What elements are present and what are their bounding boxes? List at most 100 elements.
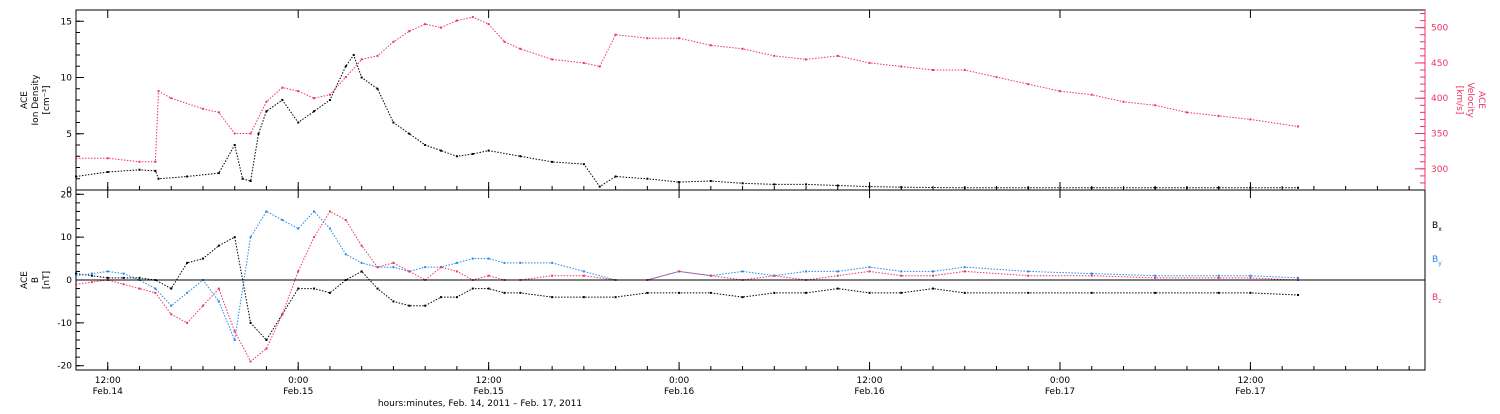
by-point [344, 253, 347, 256]
velocity-point [170, 97, 173, 100]
by-point [281, 219, 284, 221]
x-tick-time: 12:00 [95, 376, 121, 386]
velocity-point [900, 65, 903, 68]
velocity-point [75, 157, 77, 160]
bx-point [805, 291, 808, 294]
density-point [471, 153, 474, 155]
by-point [122, 272, 125, 275]
density-point [900, 186, 903, 189]
density-point [646, 177, 649, 180]
bx-point [376, 287, 379, 290]
density-point [344, 65, 347, 68]
density-point [1027, 186, 1030, 189]
velocity-series-line [76, 16, 1299, 163]
density-point [868, 185, 871, 188]
bx-point [233, 236, 236, 239]
bottom-ylabel: ACE B [nT] [20, 271, 52, 289]
x-tick-time: 0:00 [288, 376, 308, 386]
velocity-point [106, 157, 109, 160]
top-left-tick-label: 15 [61, 17, 72, 27]
bx-point [1090, 291, 1093, 294]
bx-point [392, 300, 395, 303]
velocity-point [709, 44, 712, 47]
velocity-point [551, 58, 554, 61]
bz-point [297, 270, 300, 273]
velocity-point [1058, 90, 1061, 93]
bx-point [1217, 291, 1220, 294]
by-point [75, 274, 77, 277]
bx-point [217, 244, 220, 247]
bz-point [328, 210, 331, 213]
bz-point [1217, 276, 1220, 279]
by-point [741, 270, 744, 273]
bx-point [440, 296, 443, 299]
bx-point [1249, 291, 1252, 294]
bz-point [154, 291, 157, 294]
velocity-point [201, 107, 204, 110]
top-left-tick-label: 10 [61, 74, 73, 84]
density-point [709, 180, 712, 182]
bz-point [709, 274, 712, 277]
by-point [1027, 270, 1030, 273]
by-point [424, 266, 427, 269]
bz-point [1154, 276, 1157, 279]
velocity-point [487, 23, 490, 26]
bz-point [122, 283, 125, 286]
bx-point [106, 276, 109, 279]
density-point [582, 163, 585, 166]
bz-point [281, 313, 284, 316]
bz-point [233, 330, 236, 333]
bz-point [408, 270, 411, 273]
by-point [186, 291, 189, 294]
velocity-point [519, 47, 522, 50]
density-point [741, 182, 744, 185]
x-tick-date: Feb.17 [1235, 387, 1265, 397]
density-point [360, 76, 363, 79]
by-point [805, 270, 808, 273]
density-point [106, 171, 109, 173]
velocity-point [424, 23, 427, 26]
top-panel-points [75, 16, 1300, 189]
bx-point [741, 296, 744, 299]
bz-point [932, 274, 935, 277]
bx-point [678, 291, 681, 294]
bx-point [313, 287, 316, 290]
bx-point [249, 321, 252, 324]
bx-point [963, 291, 966, 294]
x-tick-time: 0:00 [669, 376, 689, 386]
bx-point [328, 291, 331, 294]
bx-point [868, 291, 871, 294]
x-tick-date: Feb.14 [93, 387, 124, 397]
bx-point [646, 291, 649, 294]
by-point [868, 266, 871, 269]
bz-point [392, 261, 395, 264]
top-left-tick-label: 5 [66, 130, 72, 140]
bx-point [408, 304, 411, 307]
bz-point [1249, 276, 1252, 279]
bx-point [932, 287, 935, 290]
bz-point [582, 274, 585, 277]
density-point [408, 132, 411, 135]
bx-point [614, 296, 617, 299]
bx-series-line [75, 236, 1299, 341]
density-point [836, 184, 839, 187]
density-point [551, 160, 554, 163]
bx-point [265, 339, 268, 341]
by-point [392, 266, 395, 269]
x-tick-time: 12:00 [1237, 376, 1263, 386]
bottom-left-tick-label: 0 [66, 276, 72, 286]
x-tick-time: 12:00 [857, 376, 883, 386]
by-point [963, 266, 966, 269]
bottom-panel-points [75, 210, 1300, 363]
bz-point [551, 274, 554, 277]
by-point [582, 270, 585, 273]
velocity-point [154, 160, 157, 163]
top-right-tick-label: 300 [1431, 165, 1448, 175]
x-axis-label: hours:minutes, Feb. 14, 2011 – Feb. 17, … [378, 399, 582, 409]
by-point [1154, 274, 1157, 277]
x-tick-date: Feb.15 [283, 387, 313, 397]
bz-point [201, 304, 204, 307]
bx-point [836, 287, 839, 290]
